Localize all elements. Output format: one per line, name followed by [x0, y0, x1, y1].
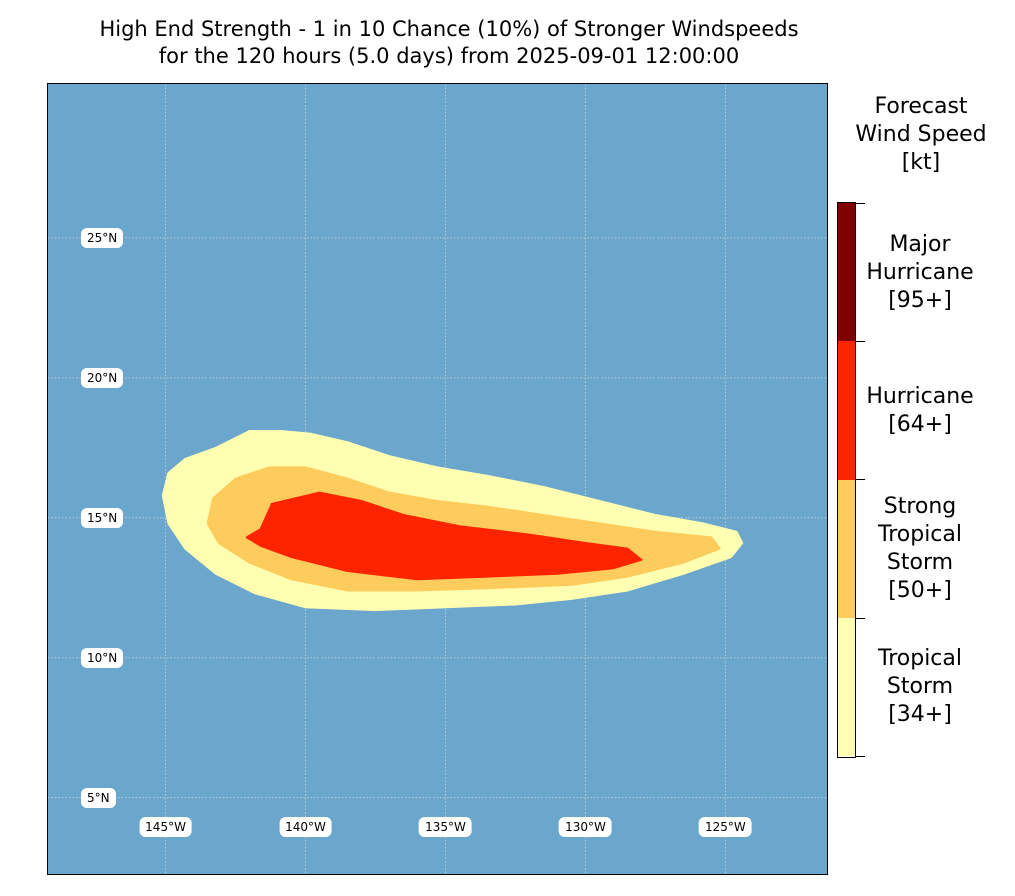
- latitude-label: 25°N: [81, 227, 124, 248]
- category-label: Major Hurricane [95+]: [845, 231, 995, 315]
- legend-title: Forecast Wind Speed [kt]: [838, 93, 1004, 177]
- longitude-label: 145°W: [139, 817, 192, 837]
- category-label-line: Storm: [886, 550, 954, 576]
- colorbar-tick: [856, 617, 865, 619]
- category-label-line: [50+]: [888, 578, 952, 604]
- longitude-label: 140°W: [279, 817, 332, 837]
- wind-swath-layers: [161, 430, 744, 612]
- colorbar-tick: [856, 755, 865, 757]
- latitude-label: 20°N: [81, 367, 124, 388]
- latitude-label: 10°N: [81, 647, 124, 668]
- colorbar-tick: [856, 341, 865, 342]
- legend-title-line-1: Forecast: [874, 94, 968, 119]
- swath-hurricane: [245, 491, 643, 581]
- category-label-line: Hurricane: [866, 259, 974, 285]
- category-label-line: Tropical: [878, 522, 962, 548]
- colorbar: [837, 202, 856, 758]
- category-label-line: Storm: [886, 674, 954, 700]
- longitude-label: 130°W: [559, 817, 612, 837]
- category-label: Tropical Storm [34+]: [845, 645, 995, 729]
- colorbar-tick: [856, 202, 865, 204]
- chart-title: High End Strength - 1 in 10 Chance (10%)…: [20, 16, 878, 70]
- colorbar-segment: [838, 479, 855, 618]
- colorbar-tick: [856, 479, 865, 481]
- map-area[interactable]: 25°N 20°N 15°N 10°N 5°N 145°W 140°W 135°W 130°W 1…: [47, 83, 828, 875]
- category-label-line: Major: [889, 231, 951, 257]
- latitude-label: 15°N: [81, 507, 124, 528]
- colorbar-segment: [838, 203, 855, 342]
- longitude-label: 135°W: [419, 817, 472, 837]
- category-label-line: [95+]: [888, 287, 952, 313]
- category-label-line: [34+]: [888, 702, 952, 728]
- colorbar-segment: [838, 341, 855, 480]
- map-canvas: [48, 84, 827, 874]
- title-line-1: High End Strength - 1 in 10 Chance (10%)…: [99, 17, 799, 41]
- colorbar-segment: [838, 617, 855, 756]
- legend-title-line-3: [kt]: [901, 150, 941, 175]
- title-line-2: for the 120 hours (5.0 days) from 2025-0…: [158, 44, 740, 68]
- category-label-line: [64+]: [888, 411, 952, 437]
- category-label-line: Tropical: [878, 646, 962, 672]
- category-label-line: Hurricane: [866, 383, 974, 409]
- latitude-label: 5°N: [81, 787, 116, 808]
- category-label: Hurricane [64+]: [845, 383, 995, 439]
- longitude-label: 125°W: [699, 817, 752, 837]
- legend-title-line-2: Wind Speed: [855, 122, 987, 147]
- category-label: Strong Tropical Storm [50+]: [845, 493, 995, 605]
- category-label-line: Strong: [883, 494, 957, 520]
